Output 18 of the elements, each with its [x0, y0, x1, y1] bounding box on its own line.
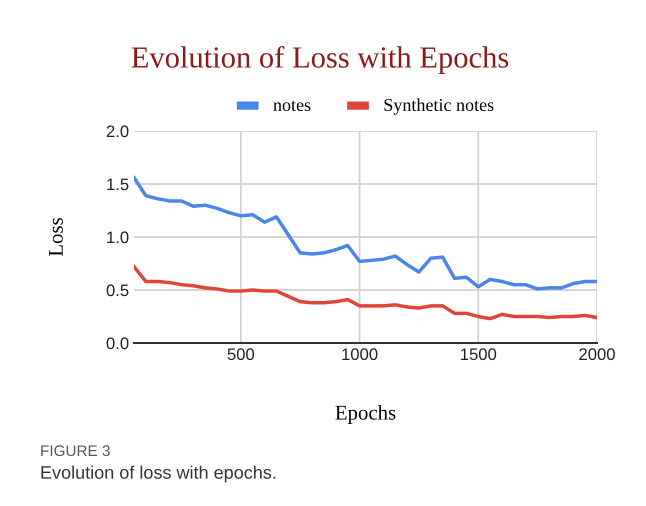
x-axis-title: Epochs [335, 405, 396, 424]
y-tick-label: 1.5 [107, 178, 128, 190]
line-series [134, 264, 597, 320]
y-axis-title: Loss [49, 218, 63, 256]
legend-label: notes [273, 100, 310, 112]
x-tick-label: 1500 [461, 348, 496, 360]
x-tick-label: 1000 [342, 348, 378, 360]
chart-title: Evolution of Loss with Epochs [132, 46, 508, 74]
y-tick-label: 0.0 [106, 337, 128, 350]
y-tick-label: 0.5 [106, 284, 128, 296]
y-tick-label: 2.0 [106, 125, 128, 138]
caption: FIGURE 3 [41, 445, 110, 456]
x-tick-label: 2000 [579, 348, 615, 360]
x-tick-label: 500 [228, 348, 254, 360]
text: Evolution of loss with epochs. [41, 466, 276, 482]
y-tick-label: 1.0 [107, 231, 128, 244]
line-series [134, 176, 597, 291]
legend-label: Synthetic notes [384, 98, 494, 115]
